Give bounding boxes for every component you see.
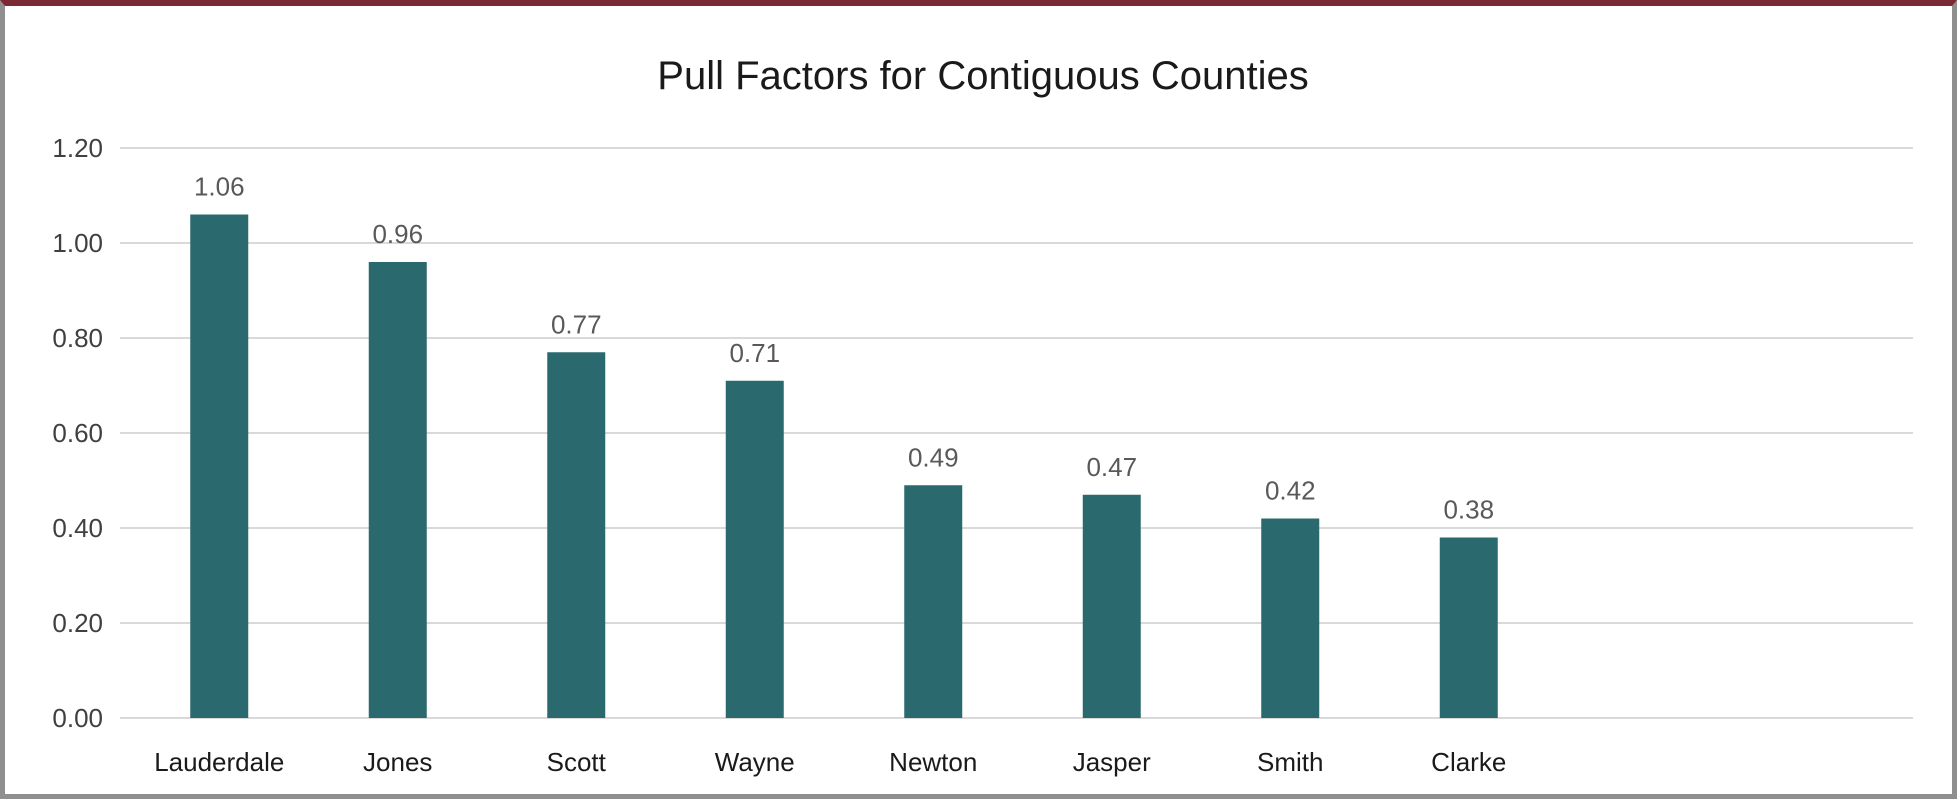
x-tick-label: Smith: [1257, 747, 1323, 777]
data-label: 0.42: [1265, 476, 1316, 506]
data-labels: 1.06 0.96 0.77 0.71 0.49 0.47 0.42 0.38: [194, 172, 1494, 525]
chart-title: Pull Factors for Contiguous Counties: [657, 54, 1308, 98]
data-label: 0.96: [372, 219, 423, 249]
bar-wayne: [725, 380, 784, 718]
y-tick-label: 1.20: [52, 133, 103, 163]
x-tick-label: Newton: [889, 747, 977, 777]
bar-jones: [368, 262, 427, 718]
x-tick-label: Jones: [363, 747, 432, 777]
x-tick-label: Jasper: [1073, 747, 1151, 777]
x-tick-label: Wayne: [715, 747, 795, 777]
y-tick-label: 0.00: [52, 703, 103, 733]
chart-svg: Pull Factors for Contiguous Counties 0.0…: [52, 54, 1913, 777]
bar-scott: [547, 352, 606, 718]
data-label: 0.71: [729, 338, 780, 368]
x-tick-label: Clarke: [1431, 747, 1506, 777]
y-tick-label: 0.40: [52, 513, 103, 543]
y-axis-ticks: 0.00 0.20 0.40 0.60 0.80 1.00 1.20: [52, 133, 103, 733]
y-tick-label: 1.00: [52, 228, 103, 258]
x-axis-ticks: Lauderdale Jones Scott Wayne Newton Jasper Smi…: [154, 747, 1506, 777]
data-label: 0.77: [551, 309, 602, 339]
bar-clarke: [1439, 537, 1498, 718]
data-label: 1.06: [194, 172, 245, 202]
x-tick-label: Lauderdale: [154, 747, 284, 777]
y-tick-label: 0.60: [52, 418, 103, 448]
y-tick-label: 0.80: [52, 323, 103, 353]
bar-smith: [1261, 518, 1320, 718]
data-label: 0.47: [1086, 452, 1137, 482]
data-label: 0.38: [1443, 495, 1494, 525]
y-tick-label: 0.20: [52, 608, 103, 638]
data-label: 0.49: [908, 442, 959, 472]
bar-newton: [904, 485, 963, 718]
x-tick-label: Scott: [547, 747, 607, 777]
bars: [190, 214, 1498, 718]
bar-lauderdale: [190, 214, 249, 718]
bar-jasper: [1082, 494, 1141, 718]
